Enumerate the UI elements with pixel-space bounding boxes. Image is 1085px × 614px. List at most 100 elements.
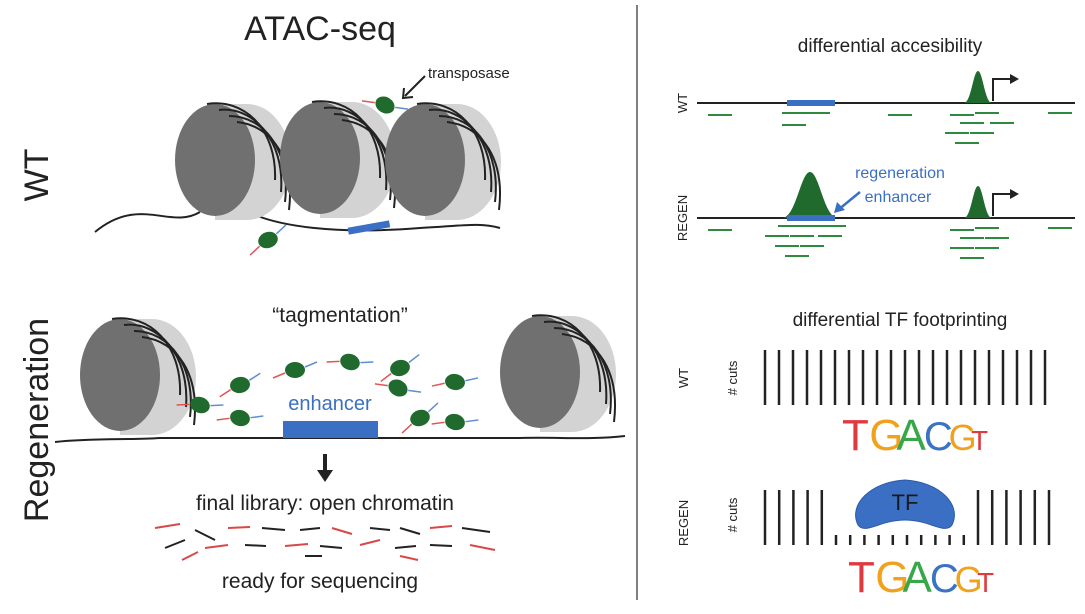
tagmentation-label: “tagmentation” [272,304,407,327]
transposase [374,379,422,397]
tf-blob [855,479,955,529]
arrow-head [401,87,414,100]
transposase-label: transposase [428,65,510,82]
tail [272,372,286,379]
peak [964,186,992,218]
motif-letter: C [924,415,953,459]
motif-letter: G [955,559,983,600]
acc-regen-label: REGEN [675,195,690,241]
fragment [399,527,421,535]
nucleosome [499,314,617,433]
peak [782,172,838,218]
fp-row-label: REGEN [676,500,691,546]
footprinting-title: differential TF footprinting [793,310,1008,331]
wt-label: WT [18,149,56,202]
tail [176,403,190,406]
enhancer-bar [283,421,378,438]
tail [304,361,318,368]
fragment [181,551,199,561]
transposase [272,361,318,379]
transposase [216,409,264,427]
motif-letter: T [842,411,869,460]
tail [408,389,422,393]
transposase [361,96,409,114]
enhancer-label-line: regeneration [855,165,945,182]
tail [210,404,224,407]
transposase-body [445,413,465,431]
tss-arrow [992,193,1012,216]
peak [964,71,992,103]
fragment [469,544,496,551]
tf-label: TF [892,490,919,515]
arrow-head [317,470,333,482]
regen-label: Regeneration [18,318,56,522]
tail [465,419,479,423]
transposase-body [410,409,430,427]
fragment [429,544,453,547]
transposase-body [230,376,250,394]
transposase-body [340,353,360,371]
motif-letter: T [848,553,875,602]
fragment [154,523,181,529]
fp-row-label: WT [676,368,691,388]
tail [395,106,409,110]
transposase [326,353,374,371]
motif-letter: C [930,557,959,601]
fragment [299,527,321,531]
arrow-head [834,202,845,213]
fragment [204,544,229,549]
motif-letter: G [875,553,909,602]
accessibility-title: differential accesibility [798,36,983,57]
transposase-body [445,373,465,391]
tail [431,382,445,387]
nucleosome [384,102,502,221]
tss-arrow [992,78,1012,101]
nucleosome [279,100,397,219]
fragment [331,527,353,535]
ready-label: ready for sequencing [222,570,418,593]
tail [250,415,264,419]
tail [249,245,261,256]
transposase-body [390,359,410,377]
fragment [399,555,419,561]
motif-letter: G [949,417,977,458]
transposase-body [388,379,408,397]
transposase-body [375,96,395,114]
fragment [261,527,286,531]
tail [401,423,413,434]
tail [361,100,375,104]
motif-letter: T [971,425,988,456]
transposase [401,402,439,434]
acc-wt-label: WT [675,93,690,113]
motif-letter: A [903,553,933,602]
dna [94,211,501,233]
enhancer-label: enhancer [288,393,372,415]
fragment [194,529,216,541]
fragment [244,544,267,547]
fragment [227,526,251,529]
transposase [176,396,224,414]
tail [431,421,445,425]
shapes [54,5,1075,600]
tail [427,402,439,413]
fragment [369,527,391,531]
tail [380,372,392,383]
tail [216,417,230,421]
fp-axis-label: # cuts [725,497,740,532]
motif-letter: A [897,411,927,460]
fragment [164,539,186,549]
arrow [404,75,426,97]
tail [275,224,287,235]
tail [248,372,261,381]
transposase-body [190,396,210,414]
nucleosome [79,317,197,436]
transposase-body [285,362,305,378]
tail [374,383,388,387]
tail [219,389,232,398]
transposase [380,353,420,383]
enhancer-label-line: enhancer [865,189,932,206]
tail [360,361,374,364]
transposase [431,413,479,431]
